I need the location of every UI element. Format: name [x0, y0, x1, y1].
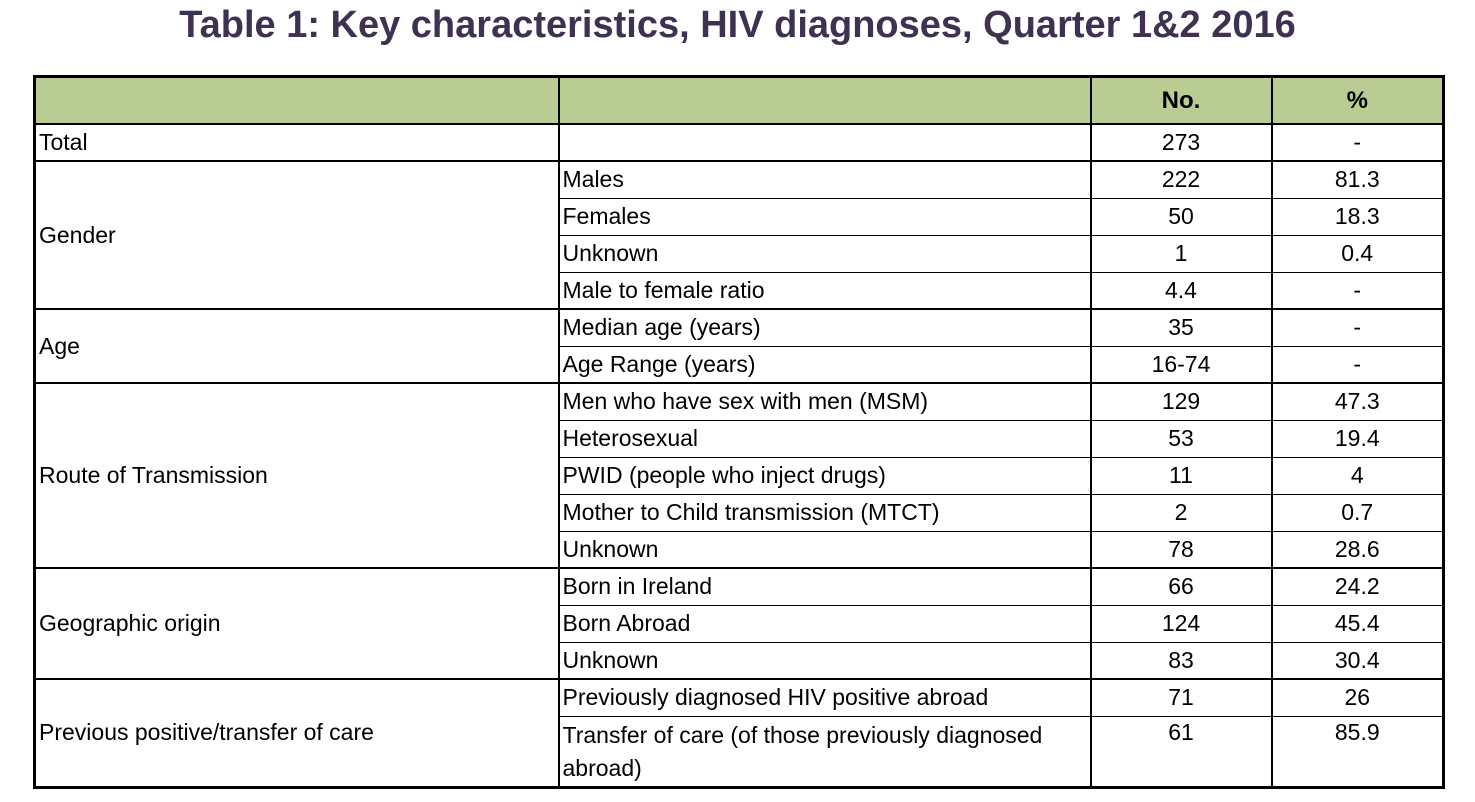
table-row: Male to female ratio 4.4 - — [35, 271, 1445, 310]
no-cell: 35 — [1089, 308, 1273, 347]
table-row: Transfer of care (of those previously di… — [35, 715, 1445, 788]
percent-cell: 0.7 — [1270, 493, 1445, 532]
category-cell: Gender — [33, 160, 560, 310]
no-cell: 61 — [1089, 715, 1273, 788]
no-cell: 83 — [1089, 641, 1273, 680]
percent-cell: 0.4 — [1270, 234, 1445, 273]
no-cell: 1 — [1089, 234, 1273, 273]
table-row: Heterosexual 53 19.4 — [35, 419, 1445, 458]
subcategory-cell: Born in Ireland — [557, 567, 1092, 606]
no-cell: 273 — [1089, 123, 1273, 162]
percent-cell: - — [1270, 308, 1445, 347]
no-cell: 4.4 — [1089, 271, 1273, 310]
subcategory-cell: Men who have sex with men (MSM) — [557, 382, 1092, 421]
percent-cell: 85.9 — [1270, 715, 1445, 788]
no-cell: 129 — [1089, 382, 1273, 421]
subcategory-cell: Unknown — [557, 234, 1092, 273]
percent-cell: - — [1270, 345, 1445, 384]
percent-cell: 18.3 — [1270, 197, 1445, 236]
category-cell: Total — [33, 123, 560, 162]
table-row: PWID (people who inject drugs) 11 4 — [35, 456, 1445, 495]
no-cell: 222 — [1089, 160, 1273, 199]
table-row: Unknown 78 28.6 — [35, 530, 1445, 569]
subcategory-cell: Unknown — [557, 641, 1092, 680]
percent-cell: 81.3 — [1270, 160, 1445, 199]
no-cell: 78 — [1089, 530, 1273, 569]
header-row: No. % — [33, 75, 1445, 125]
no-cell: 50 — [1089, 197, 1273, 236]
category-cell: Geographic origin — [33, 567, 560, 680]
subcategory-cell: Heterosexual — [557, 419, 1092, 458]
no-cell: 53 — [1089, 419, 1273, 458]
table-row: Gender Males 222 81.3 — [33, 160, 1445, 310]
table-row: Born Abroad 124 45.4 — [35, 604, 1445, 643]
category-cell: Route of Transmission — [33, 382, 560, 569]
table-row: Females 50 18.3 — [35, 197, 1445, 236]
subcategory-cell: Born Abroad — [557, 604, 1092, 643]
percent-cell: 26 — [1270, 678, 1445, 717]
table-row: Route of Transmission Men who have sex w… — [33, 382, 1445, 569]
header-subcategory — [557, 75, 1092, 125]
no-cell: 2 — [1089, 493, 1273, 532]
subcategory-cell — [557, 123, 1092, 162]
table-row: Age Median age (years) 35 - — [33, 308, 1445, 384]
subcategory-cell: Males — [557, 160, 1092, 199]
no-cell: 11 — [1089, 456, 1273, 495]
percent-cell: - — [1270, 271, 1445, 310]
table-title: Table 1: Key characteristics, HIV diagno… — [179, 4, 1296, 46]
table-row: Unknown 83 30.4 — [35, 641, 1445, 680]
percent-cell: 19.4 — [1270, 419, 1445, 458]
subcategory-cell: Transfer of care (of those previously di… — [557, 715, 1092, 788]
percent-cell: 45.4 — [1270, 604, 1445, 643]
header-percent: % — [1270, 75, 1445, 125]
percent-cell: 24.2 — [1270, 567, 1445, 606]
subcategory-cell: Age Range (years) — [557, 345, 1092, 384]
percent-cell: 47.3 — [1270, 382, 1445, 421]
header-no: No. — [1089, 75, 1273, 125]
category-cell: Previous positive/transfer of care — [33, 678, 560, 788]
subcategory-cell: Previously diagnosed HIV positive abroad — [557, 678, 1092, 717]
subcategory-cell: Male to female ratio — [557, 271, 1092, 310]
category-cell: Age — [33, 308, 560, 384]
table-row: Geographic origin Born in Ireland 66 24.… — [33, 567, 1445, 680]
subcategory-cell: Mother to Child transmission (MTCT) — [557, 493, 1092, 532]
hiv-diagnoses-table: No. % Total 273 - Gender Males 222 81.3 … — [33, 75, 1445, 789]
subcategory-cell: Median age (years) — [557, 308, 1092, 347]
no-cell: 16-74 — [1089, 345, 1273, 384]
subcategory-cell: Females — [557, 197, 1092, 236]
percent-cell: - — [1270, 123, 1445, 162]
percent-cell: 4 — [1270, 456, 1445, 495]
percent-cell: 30.4 — [1270, 641, 1445, 680]
table-row: Total 273 - — [33, 123, 1445, 162]
no-cell: 71 — [1089, 678, 1273, 717]
percent-cell: 28.6 — [1270, 530, 1445, 569]
subcategory-cell: PWID (people who inject drugs) — [557, 456, 1092, 495]
no-cell: 124 — [1089, 604, 1273, 643]
subcategory-cell: Unknown — [557, 530, 1092, 569]
no-cell: 66 — [1089, 567, 1273, 606]
header-category — [33, 75, 560, 125]
table-row: Previous positive/transfer of care Previ… — [33, 678, 1445, 788]
